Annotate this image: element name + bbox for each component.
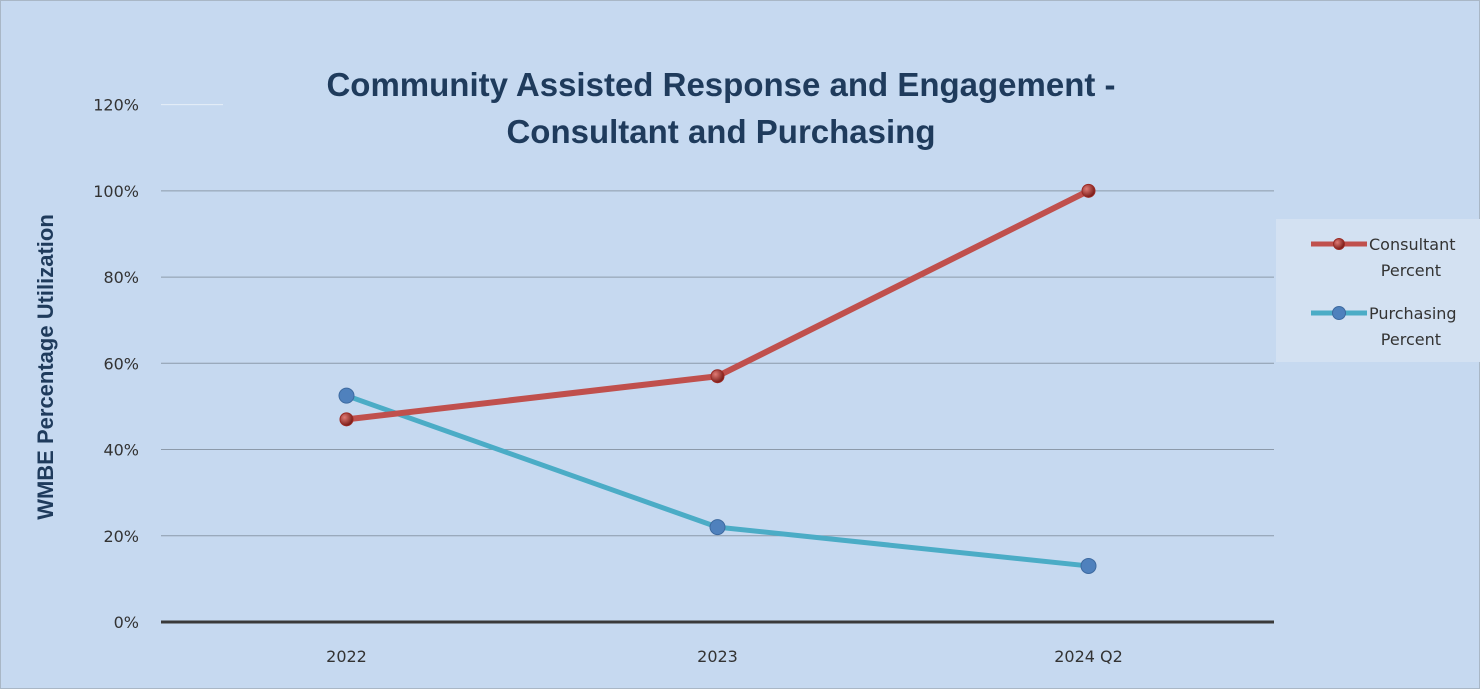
legend-purchasing-marker — [1332, 306, 1346, 320]
y-tick-label: 0% — [114, 613, 139, 632]
purchasing-data-point — [1080, 557, 1097, 574]
legend-purchasing-label: Purchasing — [1369, 304, 1457, 323]
x-tick-label: 2023 — [697, 647, 738, 666]
purchasing-data-point — [709, 519, 726, 536]
y-tick-label: 120% — [93, 96, 139, 115]
legend-purchasing-label: Percent — [1381, 330, 1441, 349]
consultant-data-point — [1081, 183, 1096, 198]
y-tick-label: 60% — [103, 354, 139, 373]
chart-title-line-2: Consultant and Purchasing — [506, 113, 935, 150]
consultant-series-line — [343, 187, 1092, 423]
consultant-data-point — [710, 369, 725, 384]
x-tick-label: 2022 — [326, 647, 367, 666]
x-tick-label: 2024 Q2 — [1054, 647, 1123, 666]
consultant-data-point — [339, 412, 354, 427]
y-tick-label: 40% — [103, 441, 139, 460]
legend-consultant-label: Consultant — [1369, 235, 1456, 254]
legend-consultant-marker — [1333, 238, 1345, 250]
chart-title-line-1: Community Assisted Response and Engageme… — [326, 66, 1115, 103]
purchasing-data-point — [338, 387, 355, 404]
legend-box — [1276, 219, 1480, 362]
y-tick-label: 80% — [103, 268, 139, 287]
y-tick-label: 20% — [103, 527, 139, 546]
y-axis-label: WMBE Percentage Utilization — [33, 214, 58, 520]
purchasing-series-line — [344, 393, 1091, 569]
y-tick-label: 100% — [93, 182, 139, 201]
legend-consultant-label: Percent — [1381, 261, 1441, 280]
